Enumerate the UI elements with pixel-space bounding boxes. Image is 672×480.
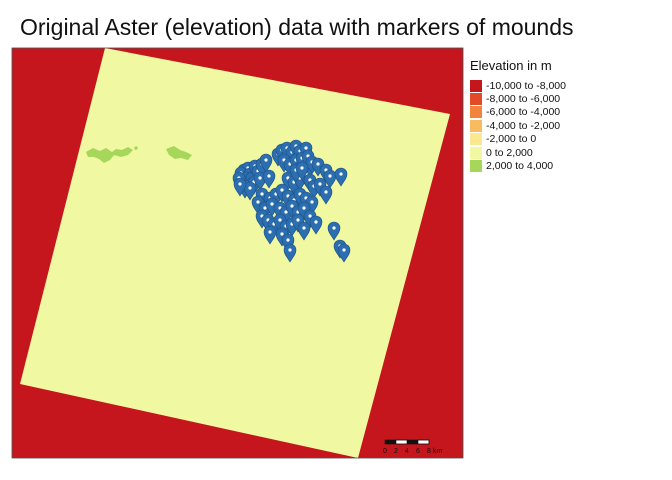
map-pin-icon — [259, 153, 273, 173]
map-title: Original Aster (elevation) data with mar… — [20, 14, 574, 40]
legend-items: -10,000 to -8,000 -8,000 to -6,000 -6,000 … — [470, 79, 566, 173]
legend-label: -10,000 to -8,000 — [486, 79, 566, 92]
map-pin-icon — [297, 221, 311, 241]
mound-marker[interactable] — [319, 185, 333, 205]
map-pin-dot — [288, 248, 292, 252]
legend-label: 2,000 to 4,000 — [486, 160, 554, 173]
map-pin-dot — [290, 204, 294, 208]
map-pin-icon — [309, 215, 323, 235]
scale-tick-4: 8 — [427, 448, 431, 455]
map-pin-dot — [267, 174, 271, 178]
legend-item: -6,000 to -4,000 — [470, 106, 566, 119]
map-pin-icon — [337, 243, 351, 263]
map-pin-dot — [304, 146, 308, 150]
scale-tick-1: 2 — [394, 448, 398, 455]
mound-marker[interactable] — [297, 221, 311, 241]
highland-patch — [134, 146, 138, 150]
legend-label: -8,000 to -6,000 — [486, 93, 561, 106]
mound-marker[interactable] — [295, 161, 309, 181]
mound-marker[interactable] — [259, 153, 273, 173]
legend-item: 0 to 2,000 — [470, 146, 566, 159]
map-pin-dot — [284, 210, 288, 214]
mound-marker[interactable] — [323, 169, 337, 189]
mound-marker[interactable] — [283, 243, 297, 263]
mound-marker[interactable] — [291, 213, 305, 233]
map-pin-dot — [328, 174, 332, 178]
map-pin-icon — [283, 243, 297, 263]
map-pin-icon — [319, 185, 333, 205]
highland-patches — [86, 146, 192, 163]
map-pin-dot — [314, 220, 318, 224]
mound-marker[interactable] — [262, 169, 276, 189]
legend-item: -4,000 to -2,000 — [470, 119, 566, 132]
legend-label: -4,000 to -2,000 — [486, 119, 561, 132]
map-pin-dot — [238, 182, 242, 186]
mound-marker[interactable] — [233, 177, 247, 197]
map-pin-icon — [334, 167, 348, 187]
map-pin-icon — [327, 221, 341, 241]
mound-markers — [232, 139, 351, 263]
legend-swatch — [470, 119, 482, 132]
map-pin-dot — [278, 218, 282, 222]
map-pin-icon — [262, 169, 276, 189]
map-pin-dot — [310, 200, 314, 204]
map-pin-dot — [260, 192, 264, 196]
map-pin-dot — [286, 238, 290, 242]
map-pin-icon — [243, 181, 257, 201]
map-pin-dot — [256, 200, 260, 204]
scale-bar — [384, 439, 430, 445]
map-pin-icon — [233, 177, 247, 197]
map-pin-dot — [264, 158, 268, 162]
scale-unit: km — [433, 448, 443, 455]
map-pin-dot — [324, 190, 328, 194]
map-pin-dot — [308, 214, 312, 218]
scale-bar-labels: 0 2 4 6 8 km — [383, 448, 443, 455]
legend-item: -8,000 to -6,000 — [470, 92, 566, 106]
map-pin-dot — [316, 162, 320, 166]
scale-tick-3: 6 — [416, 448, 420, 455]
map-pin-dot — [332, 226, 336, 230]
map-pin-dot — [302, 226, 306, 230]
legend: Elevation in m -10,000 to -8,000 -8,000 t… — [470, 58, 566, 173]
map-pin-dot — [296, 218, 300, 222]
mound-marker[interactable] — [243, 181, 257, 201]
legend-swatch — [470, 146, 482, 159]
legend-title: Elevation in m — [470, 58, 552, 73]
legend-item: 2,000 to 4,000 — [470, 159, 566, 173]
map-pin-dot — [270, 202, 274, 206]
mound-marker[interactable] — [263, 225, 277, 245]
legend-item: -2,000 to 0 — [470, 133, 566, 146]
scale-tick-0: 0 — [383, 448, 387, 455]
map-pin-dot — [280, 232, 284, 236]
map-pin-dot — [248, 186, 252, 190]
map-pin-dot — [318, 182, 322, 186]
map-pin-dot — [302, 206, 306, 210]
map-pin-dot — [280, 188, 284, 192]
highland-patch — [166, 146, 192, 160]
legend-swatch — [470, 106, 482, 119]
map-pin-dot — [268, 230, 272, 234]
map-pin-dot — [300, 166, 304, 170]
legend-item: -10,000 to -8,000 — [470, 79, 566, 92]
legend-label: -2,000 to 0 — [486, 133, 537, 146]
legend-swatch — [470, 160, 482, 173]
legend-swatch — [470, 93, 482, 106]
map-pin-icon — [295, 161, 309, 181]
mound-marker[interactable] — [337, 243, 351, 263]
highland-patch — [86, 147, 133, 163]
map-pin-dot — [342, 248, 346, 252]
mound-marker[interactable] — [327, 221, 341, 241]
mound-marker[interactable] — [334, 167, 348, 187]
legend-swatch — [470, 79, 482, 92]
mound-marker[interactable] — [309, 215, 323, 235]
legend-label: -6,000 to -4,000 — [486, 106, 561, 119]
legend-swatch — [470, 133, 482, 146]
map-pin-icon — [263, 225, 277, 245]
map-pin-dot — [258, 176, 262, 180]
map-pin-dot — [339, 172, 343, 176]
legend-label: 0 to 2,000 — [486, 146, 533, 159]
scale-tick-2: 4 — [405, 448, 409, 455]
map-pin-dot — [263, 206, 267, 210]
